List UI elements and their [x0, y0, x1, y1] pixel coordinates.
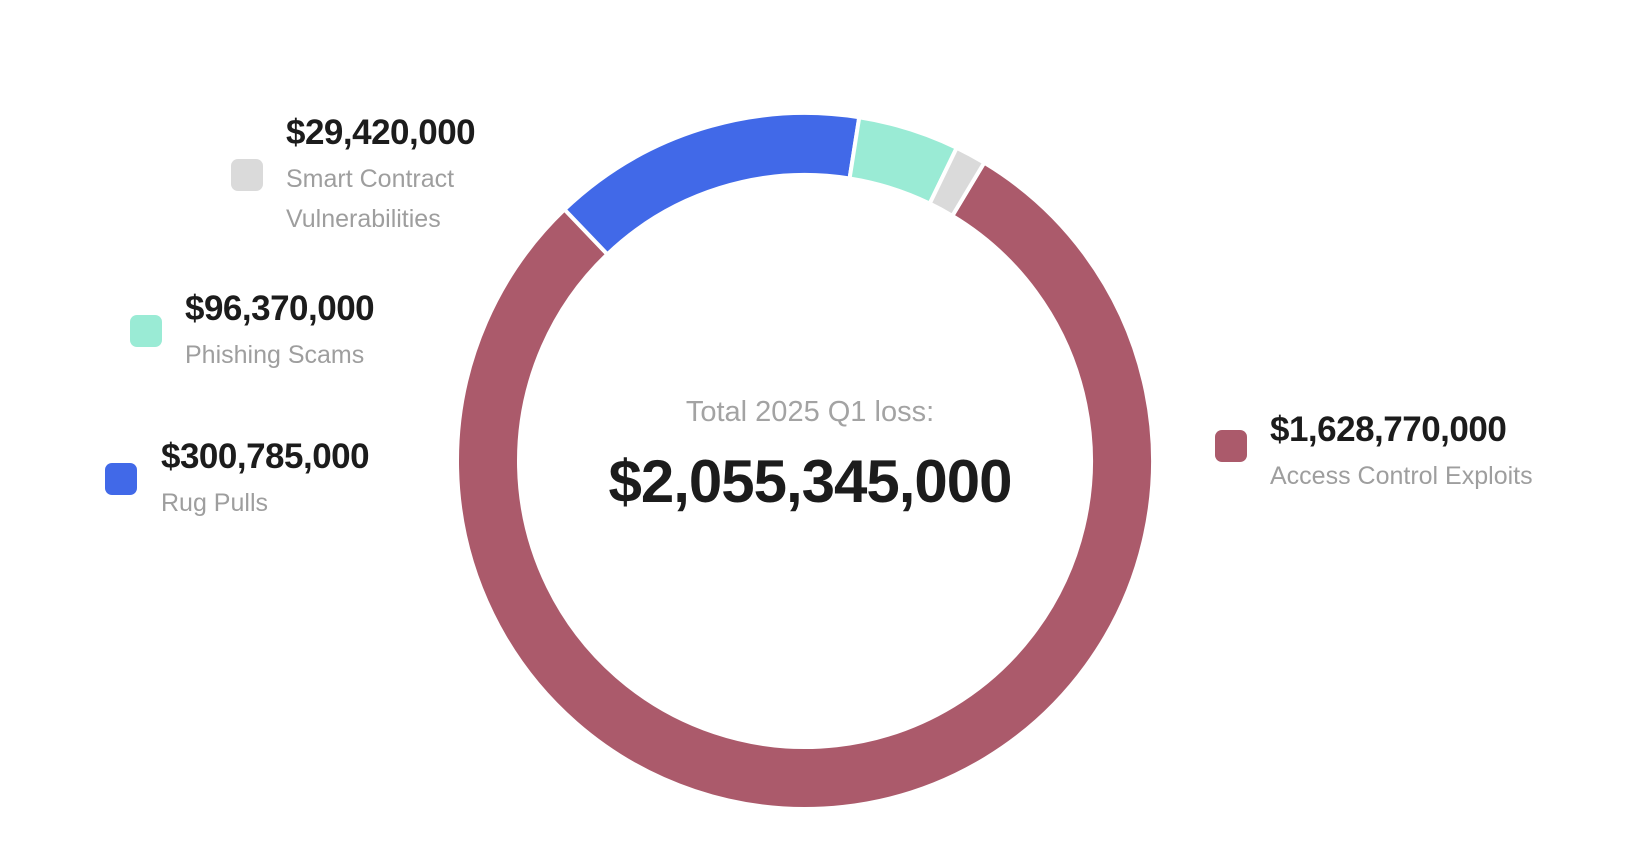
legend-swatch — [105, 463, 137, 495]
total-loss-value: $2,055,345,000 — [608, 448, 1012, 515]
slice-smart-contract-vulnerabilities — [927, 145, 987, 219]
legend-label: Rug Pulls — [161, 489, 268, 517]
total-loss-label: Total 2025 Q1 loss: — [685, 396, 935, 428]
legend-swatch — [231, 159, 263, 191]
legend-amount: $300,785,000 — [161, 437, 370, 476]
legend-label: Access Control Exploits — [1270, 462, 1533, 490]
legend-label: Phishing Scams — [185, 341, 365, 369]
legend-swatch — [130, 315, 162, 347]
legend-amount: $1,628,770,000 — [1270, 410, 1507, 449]
legend-swatch — [1215, 430, 1247, 462]
legend-label: Smart Contract Vulnerabilities — [286, 165, 455, 233]
legend-amount: $29,420,000 — [286, 113, 476, 152]
slice-access-control-exploits — [455, 159, 1155, 811]
slice-rug-pulls — [561, 111, 862, 258]
legend-amount: $96,370,000 — [185, 289, 375, 328]
